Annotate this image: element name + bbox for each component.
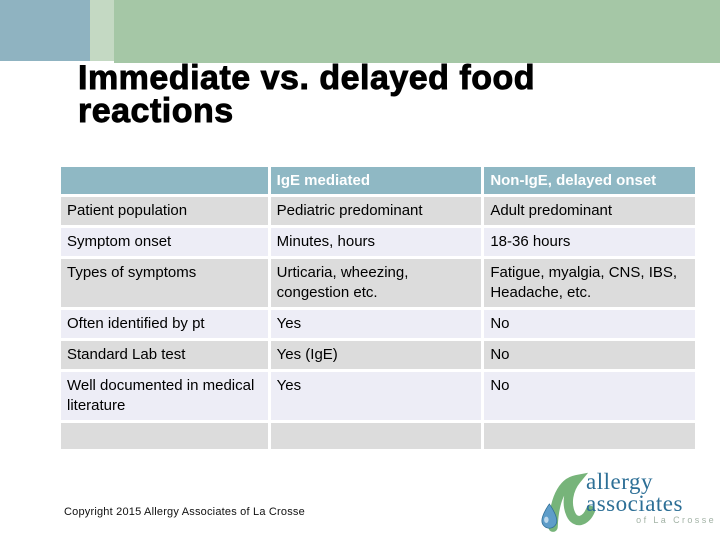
cell-ige: Urticaria, wheezing, congestion etc. bbox=[270, 259, 482, 307]
row-label bbox=[61, 423, 268, 449]
slide-title: Immediate vs. delayed food reactions bbox=[78, 59, 536, 130]
table-row: Standard Lab test Yes (IgE) No bbox=[61, 341, 695, 369]
table-row: Types of symptoms Urticaria, wheezing, c… bbox=[61, 259, 695, 307]
table-row: Patient population Pediatric predominant… bbox=[61, 197, 695, 225]
cell-non-ige: No bbox=[484, 341, 695, 369]
header-bar-light-strip bbox=[90, 0, 114, 61]
header-bar-blue-block bbox=[0, 0, 90, 61]
cell-non-ige: Adult predominant bbox=[484, 197, 695, 225]
table-row: Symptom onset Minutes, hours 18-36 hours bbox=[61, 228, 695, 256]
cell-ige: Yes bbox=[270, 372, 482, 420]
row-label: Types of symptoms bbox=[61, 259, 268, 307]
cell-non-ige: Fatigue, myalgia, CNS, IBS, Headache, et… bbox=[484, 259, 695, 307]
cell-non-ige: No bbox=[484, 372, 695, 420]
table-row: Well documented in medical literature Ye… bbox=[61, 372, 695, 420]
logo-word-associates: associates bbox=[586, 491, 683, 516]
row-label: Often identified by pt bbox=[61, 310, 268, 338]
logo-wordmark: allergy associates of La Crosse bbox=[586, 470, 716, 525]
cell-ige bbox=[270, 423, 482, 449]
header-cell-empty bbox=[61, 167, 268, 194]
logo-swoosh-droplet-icon bbox=[541, 472, 596, 532]
table-row-empty bbox=[61, 423, 695, 449]
comparison-table: IgE mediated Non-IgE, delayed onset Pati… bbox=[58, 164, 698, 452]
cell-ige: Yes bbox=[270, 310, 482, 338]
row-label: Standard Lab test bbox=[61, 341, 268, 369]
allergy-associates-logo: allergy associates of La Crosse bbox=[540, 470, 716, 536]
table-row: Often identified by pt Yes No bbox=[61, 310, 695, 338]
header-cell-ige-mediated: IgE mediated bbox=[270, 167, 482, 194]
cell-non-ige: No bbox=[484, 310, 695, 338]
cell-ige: Yes (IgE) bbox=[270, 341, 482, 369]
cell-non-ige bbox=[484, 423, 695, 449]
row-label: Symptom onset bbox=[61, 228, 268, 256]
header-cell-non-ige: Non-IgE, delayed onset bbox=[484, 167, 695, 194]
cell-ige: Pediatric predominant bbox=[270, 197, 482, 225]
logo-tagline: of La Crosse bbox=[636, 515, 716, 525]
copyright-text: Copyright 2015 Allergy Associates of La … bbox=[64, 506, 305, 518]
row-label: Patient population bbox=[61, 197, 268, 225]
logo-word-allergy: allergy bbox=[586, 469, 653, 494]
table-header-row: IgE mediated Non-IgE, delayed onset bbox=[61, 167, 695, 194]
row-label: Well documented in medical literature bbox=[61, 372, 268, 420]
header-bar-green bbox=[114, 0, 720, 63]
cell-ige: Minutes, hours bbox=[270, 228, 482, 256]
cell-non-ige: 18-36 hours bbox=[484, 228, 695, 256]
